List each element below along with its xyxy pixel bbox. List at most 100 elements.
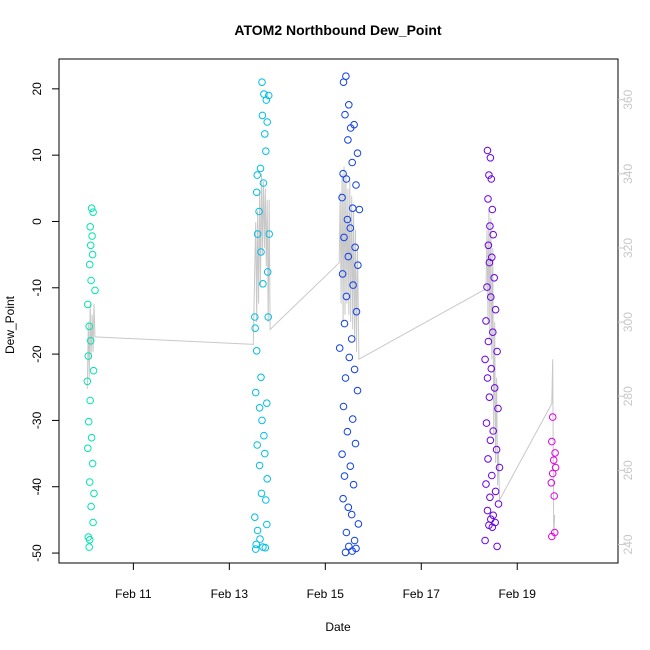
- data-point: [353, 386, 362, 395]
- data-point: [88, 232, 96, 240]
- data-point: [486, 222, 494, 230]
- x-tick-label: Feb 11: [115, 587, 152, 601]
- data-point: [343, 215, 352, 224]
- data-point: [263, 475, 272, 483]
- data-point: [85, 322, 93, 331]
- x-axis-label: Date: [325, 620, 351, 634]
- data-point: [84, 300, 92, 309]
- plot-frame: [58, 58, 619, 564]
- x-tick-label: Feb 15: [307, 587, 345, 601]
- data-point: [251, 388, 260, 397]
- data-point: [253, 171, 262, 179]
- data-point: [89, 366, 98, 375]
- data-point: [342, 292, 351, 301]
- data-point: [259, 179, 268, 187]
- right-tick-label: 280: [621, 386, 635, 406]
- data-point: [339, 494, 347, 503]
- data-point: [488, 523, 497, 532]
- data-point: [344, 136, 352, 144]
- data-point: [256, 535, 264, 543]
- y-tick-label: -30: [30, 411, 44, 429]
- right-y-axis: 240 260 280 300 320 340 360: [618, 89, 635, 554]
- secondary-line-layer: [86, 166, 556, 538]
- data-point: [86, 337, 95, 345]
- data-point: [549, 456, 558, 465]
- data-point: [264, 91, 273, 100]
- data-point: [85, 536, 94, 544]
- data-point: [352, 544, 360, 553]
- data-point: [252, 540, 261, 549]
- data-point: [351, 243, 359, 252]
- data-point: [495, 463, 504, 472]
- data-point: [85, 478, 94, 486]
- data-point: [347, 335, 356, 343]
- data-point: [262, 496, 270, 504]
- right-tick-label: 320: [621, 238, 635, 258]
- data-point: [253, 441, 262, 449]
- secondary-series-line: [86, 166, 556, 538]
- data-point: [252, 188, 261, 197]
- data-point: [547, 479, 556, 487]
- series-group: [251, 78, 274, 553]
- data-point: [485, 393, 494, 402]
- data-point: [354, 261, 362, 270]
- data-point: [493, 542, 501, 551]
- data-point: [261, 449, 269, 458]
- data-point: [89, 518, 97, 527]
- data-point: [349, 480, 358, 489]
- data-point: [481, 536, 489, 545]
- data-point: [343, 427, 352, 436]
- data-point: [261, 543, 270, 552]
- data-point: [482, 480, 490, 488]
- points-layer: [83, 72, 560, 557]
- data-point: [257, 489, 266, 498]
- data-point: [339, 402, 348, 411]
- data-point: [263, 520, 271, 529]
- data-point: [344, 503, 353, 512]
- data-point: [355, 205, 364, 214]
- data-point: [84, 444, 92, 453]
- data-point: [87, 502, 95, 511]
- y-tick-label: -20: [30, 345, 44, 363]
- data-point: [87, 276, 95, 285]
- data-point: [487, 293, 495, 301]
- data-point: [338, 450, 346, 459]
- y-tick-label: -40: [30, 478, 44, 496]
- data-point: [253, 230, 262, 238]
- data-point: [85, 543, 93, 551]
- data-point: [548, 532, 556, 541]
- data-point: [350, 365, 359, 374]
- data-point: [341, 110, 349, 119]
- data-point: [490, 384, 499, 392]
- data-point: [483, 374, 492, 382]
- data-point: [339, 78, 348, 86]
- chart-title: ATOM2 Northbound Dew_Point: [234, 22, 441, 38]
- x-tick-label: Feb 19: [499, 587, 537, 601]
- data-point: [263, 118, 272, 126]
- data-point: [87, 204, 96, 212]
- data-point: [339, 169, 347, 178]
- right-tick-label: 360: [621, 89, 635, 109]
- data-point: [90, 489, 98, 498]
- data-point: [486, 154, 495, 162]
- data-point: [352, 181, 360, 189]
- right-tick-label: 240: [621, 534, 635, 554]
- data-point: [263, 268, 272, 276]
- data-point: [488, 471, 496, 480]
- data-point: [348, 415, 357, 423]
- data-point: [484, 455, 492, 463]
- y-tick-label: 10: [30, 148, 44, 162]
- x-tick-label: Feb 13: [211, 587, 249, 601]
- data-point: [86, 241, 95, 250]
- data-point: [345, 101, 353, 109]
- data-point: [491, 487, 500, 496]
- data-point: [338, 193, 346, 202]
- data-point: [482, 419, 491, 427]
- data-point: [91, 286, 99, 295]
- data-point: [488, 205, 497, 214]
- data-point: [338, 270, 347, 278]
- data-point: [86, 223, 94, 231]
- y-tick-label: -50: [30, 544, 44, 562]
- y-axis: -50 -40 -30 -20 -10 0 10 20: [30, 82, 59, 562]
